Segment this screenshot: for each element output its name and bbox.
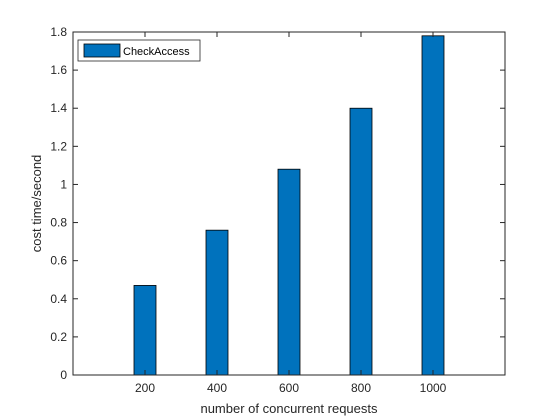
x-axis: 200 400 600 800 1000 — [135, 32, 447, 395]
bar-600 — [277, 168, 301, 376]
legend-label: CheckAccess — [123, 46, 190, 58]
legend-swatch — [83, 43, 121, 58]
y-tick-label: 1.6 — [50, 63, 67, 77]
plot-area: 0 0.2 0.4 0.6 0.8 1 1.2 1.4 1.6 1.8 200 400 600 800 1… — [50, 25, 506, 395]
x-tick-label: 200 — [135, 381, 155, 395]
y-axis-label: cost time/second — [29, 155, 44, 253]
x-tick-label: 1000 — [420, 381, 447, 395]
y-tick-label: 0.8 — [50, 216, 67, 230]
x-tick-label: 600 — [279, 381, 299, 395]
y-tick-label: 1.8 — [50, 25, 67, 39]
x-tick-label: 800 — [351, 381, 371, 395]
y-axis: 0 0.2 0.4 0.6 0.8 1 1.2 1.4 1.6 1.8 — [50, 25, 505, 382]
bar-800 — [349, 107, 373, 376]
y-tick-label: 0.4 — [50, 292, 67, 306]
y-tick-label: 1 — [60, 177, 67, 191]
legend: CheckAccess — [77, 39, 201, 62]
x-axis-label: number of concurrent requests — [200, 401, 378, 416]
y-tick-label: 0.6 — [50, 254, 67, 268]
bar-200 — [133, 285, 157, 376]
bar-series — [133, 35, 445, 376]
y-tick-label: 1.4 — [50, 101, 67, 115]
y-tick-label: 0.2 — [50, 330, 67, 344]
y-tick-label: 0 — [60, 368, 67, 382]
x-tick-label: 400 — [207, 381, 227, 395]
y-tick-label: 1.2 — [50, 139, 67, 153]
bar-400 — [205, 229, 229, 376]
bar-1000 — [421, 35, 445, 376]
